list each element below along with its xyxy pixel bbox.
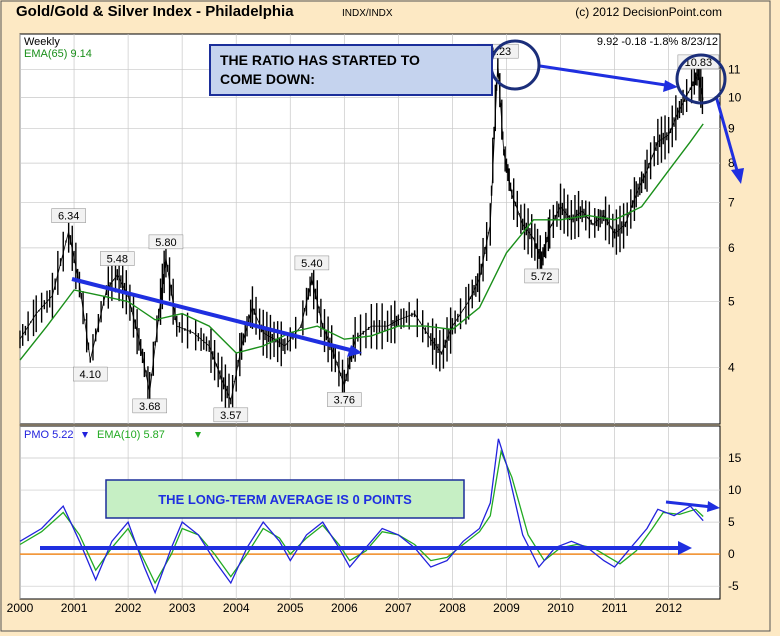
value-label-box — [294, 255, 330, 271]
ticker-label: INDX/INDX — [342, 8, 393, 19]
price-tick-label: 6 — [728, 241, 735, 255]
x-tick-label: 2012 — [655, 601, 682, 615]
value-label-box — [327, 392, 362, 407]
annotation-arrows — [40, 64, 744, 555]
x-tick-label: 2009 — [493, 601, 520, 615]
ratio-callout: THE RATIO HAS STARTED TO COME DOWN: — [209, 44, 493, 96]
x-axis: 2000 2001 2002 2003 2004 2005 2006 2007 2008 2009… — [7, 601, 683, 615]
pmo-tick-label: -5 — [728, 579, 739, 593]
x-tick-label: 2002 — [115, 601, 142, 615]
price-tick-label: 10 — [728, 90, 742, 104]
x-tick-label: 2000 — [7, 601, 34, 615]
value-label: 3.68 — [139, 401, 160, 413]
price-line — [19, 63, 704, 403]
downtrend-arrow — [71, 277, 359, 354]
period-label: Weekly — [24, 36, 60, 48]
value-label: 5.40 — [301, 258, 322, 270]
price-tick-label: 4 — [728, 360, 735, 374]
price-tick-label: 9 — [728, 121, 735, 135]
pmo-tick-label: 10 — [728, 483, 742, 497]
ratio-peak-arrow — [539, 64, 673, 88]
pmo-tick-label: 0 — [728, 547, 735, 561]
value-label: 5.72 — [531, 271, 552, 283]
price-panel — [19, 33, 721, 425]
value-label-box — [132, 398, 167, 414]
x-tick-label: 2007 — [385, 601, 412, 615]
ema65-line — [19, 123, 704, 361]
ratio-decline-arrow-head-icon — [731, 168, 744, 184]
price-tick-label: 5 — [728, 295, 735, 309]
value-label: 3.57 — [220, 410, 241, 422]
ratio-callout-line-1: THE RATIO HAS STARTED TO — [220, 52, 420, 68]
pmo-down-arrow-icon — [82, 432, 88, 438]
average-callout-text: THE LONG-TERM AVERAGE IS 0 POINTS — [158, 492, 412, 507]
price-series-layer — [19, 49, 704, 420]
value-label-box — [213, 407, 249, 423]
ratio-peak-arrow-head-icon — [663, 80, 678, 92]
x-tick-label: 2008 — [439, 601, 466, 615]
pmo-grid — [19, 426, 720, 599]
pmo-tick-label: 15 — [728, 451, 742, 465]
value-label-box — [51, 208, 86, 223]
pmo-tick-label: 5 — [728, 515, 735, 529]
price-tick-label: 7 — [728, 195, 735, 209]
x-tick-label: 2003 — [169, 601, 196, 615]
value-label: 6.34 — [58, 211, 79, 223]
peak-2012-circle — [675, 53, 727, 105]
value-label: 10.83 — [685, 57, 713, 69]
x-tick-label: 2004 — [223, 601, 250, 615]
value-label: 5.80 — [155, 237, 176, 249]
pmo-series-layer — [19, 438, 704, 595]
price-y-axis: 4 5 6 7 8 9 10 11 — [728, 62, 742, 374]
price-tick-label: 8 — [728, 156, 735, 170]
price-tick-label: 11 — [728, 62, 741, 76]
x-tick-label: 2011 — [602, 601, 628, 615]
ratio-decline-arrow — [714, 95, 740, 175]
pmo-arrow — [665, 500, 713, 509]
x-tick-label: 2010 — [547, 601, 574, 615]
ratio-callout-line-2: COME DOWN: — [220, 71, 315, 87]
pmo-ema-line — [19, 449, 704, 585]
pmo-ema-down-arrow-icon — [195, 432, 201, 438]
value-label-box — [524, 268, 559, 284]
average-callout: THE LONG-TERM AVERAGE IS 0 POINTS — [105, 479, 465, 519]
ema-legend: EMA(65) 9.14 — [24, 48, 92, 60]
value-label-box — [73, 366, 108, 382]
chart-title: Gold/Gold & Silver Index - Philadelphia — [16, 3, 294, 20]
zero-average-arrow-head-icon — [678, 541, 692, 555]
stats-label: 9.92 -0.18 -1.8% 8/23/12 — [597, 36, 718, 48]
pmo-y-axis: -5 0 5 10 15 — [728, 451, 742, 593]
pmo-arrow-head-icon — [707, 501, 720, 512]
value-label: 5.48 — [107, 254, 128, 266]
copyright-label: (c) 2012 DecisionPoint.com — [575, 5, 722, 19]
x-tick-label: 2005 — [277, 601, 304, 615]
x-tick-label: 2001 — [61, 601, 88, 615]
value-label-box — [100, 251, 135, 266]
downtrend-arrow-head-icon — [347, 345, 362, 357]
pmo-legend: PMO 5.22 — [24, 429, 74, 441]
pmo-ema-legend: EMA(10) 5.87 — [97, 429, 165, 441]
pmo-line — [19, 438, 704, 595]
value-label: 3.76 — [334, 395, 355, 407]
value-label: 4.10 — [80, 369, 101, 381]
x-tick-label: 2006 — [331, 601, 358, 615]
value-label-box — [148, 234, 184, 250]
